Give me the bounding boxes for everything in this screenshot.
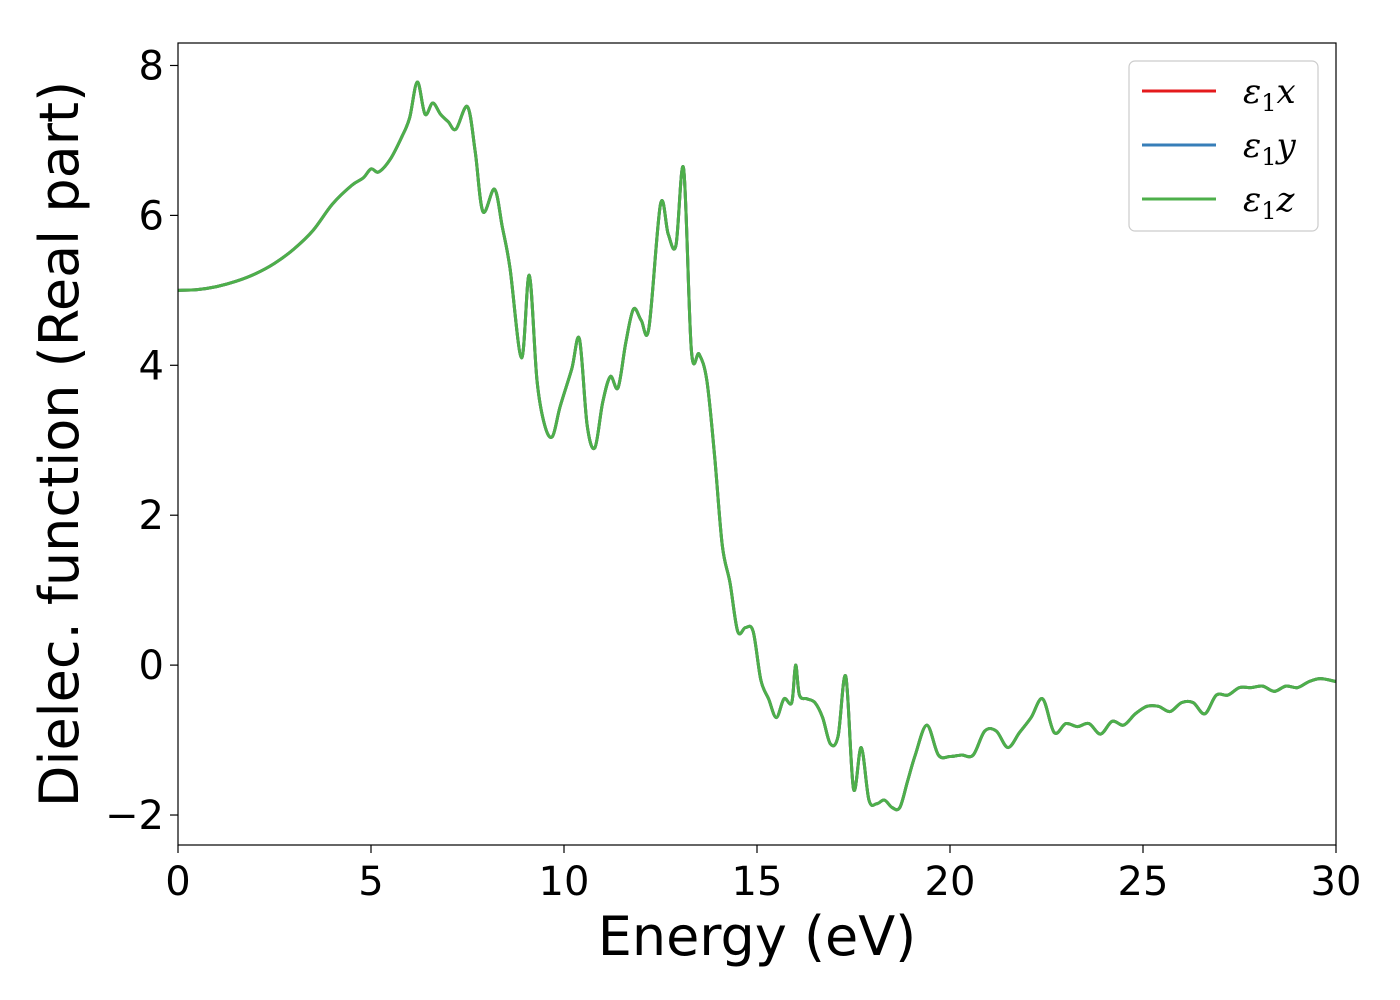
x-axis-label: Energy (eV) bbox=[598, 905, 917, 968]
y-tick-label: 0 bbox=[139, 643, 164, 689]
y-axis-label: Dielec. function (Real part) bbox=[28, 81, 91, 807]
legend-label-z: ε1z bbox=[1243, 180, 1296, 225]
legend-box bbox=[1128, 60, 1319, 232]
legend-label-y: ε1y bbox=[1243, 126, 1297, 171]
x-tick-label: 10 bbox=[539, 859, 590, 905]
legend-label-x: ε1x bbox=[1243, 72, 1296, 117]
x-tick-label: 5 bbox=[358, 859, 383, 905]
y-tick-label: 2 bbox=[139, 493, 164, 539]
x-tick-label: 25 bbox=[1118, 859, 1169, 905]
series-group bbox=[177, 80, 1337, 812]
y-tick-label: 8 bbox=[139, 43, 164, 89]
series-line-z bbox=[177, 80, 1337, 812]
x-tick-label: 30 bbox=[1311, 859, 1362, 905]
y-axis-ticks: −2 0 2 4 6 8 bbox=[105, 43, 178, 839]
y-tick-label: −2 bbox=[105, 793, 164, 839]
x-tick-label: 0 bbox=[165, 859, 190, 905]
y-tick-label: 6 bbox=[139, 193, 164, 239]
legend: ε1x ε1y ε1z bbox=[1128, 60, 1319, 232]
y-tick-label: 4 bbox=[139, 343, 164, 389]
x-axis-ticks: 0 5 10 15 20 25 30 bbox=[165, 845, 1361, 905]
x-tick-label: 15 bbox=[732, 859, 783, 905]
x-tick-label: 20 bbox=[925, 859, 976, 905]
